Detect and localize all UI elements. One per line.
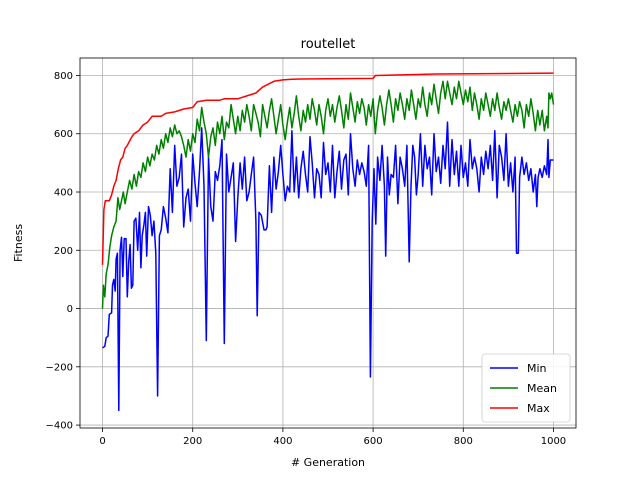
legend-label-min: Min <box>527 362 547 375</box>
series-line-mean <box>101 80 555 309</box>
x-tick-label: 600 <box>364 436 383 447</box>
x-tick-label: 200 <box>183 436 202 447</box>
legend: Min Mean Max <box>481 353 571 423</box>
chart-title: routellet <box>301 37 356 52</box>
ticks: 0 200 400 600 800 1000 −400 −200 0 200 400 600 800 <box>46 71 567 447</box>
plot-frame <box>79 57 577 429</box>
y-tick-label: 200 <box>54 246 73 257</box>
x-axis-title: # Generation <box>291 456 365 469</box>
x-tick-label: 400 <box>273 436 292 447</box>
y-tick-label: −400 <box>46 421 73 432</box>
x-tick-label: 0 <box>99 436 105 447</box>
series-lines <box>101 72 555 412</box>
y-tick-label: 0 <box>67 304 73 315</box>
y-axis-title: Fitness <box>12 224 25 262</box>
x-tick-label: 1000 <box>541 436 566 447</box>
legend-label-max: Max <box>527 402 550 415</box>
x-tick-label: 800 <box>454 436 473 447</box>
series-line-max <box>101 72 554 265</box>
y-tick-label: 600 <box>54 129 73 140</box>
y-tick-label: 400 <box>54 188 73 199</box>
legend-label-mean: Mean <box>527 382 557 395</box>
y-tick-label: 800 <box>54 71 73 82</box>
series-line-min <box>102 121 554 412</box>
y-tick-label: −200 <box>46 362 73 373</box>
legend-box <box>481 353 571 423</box>
